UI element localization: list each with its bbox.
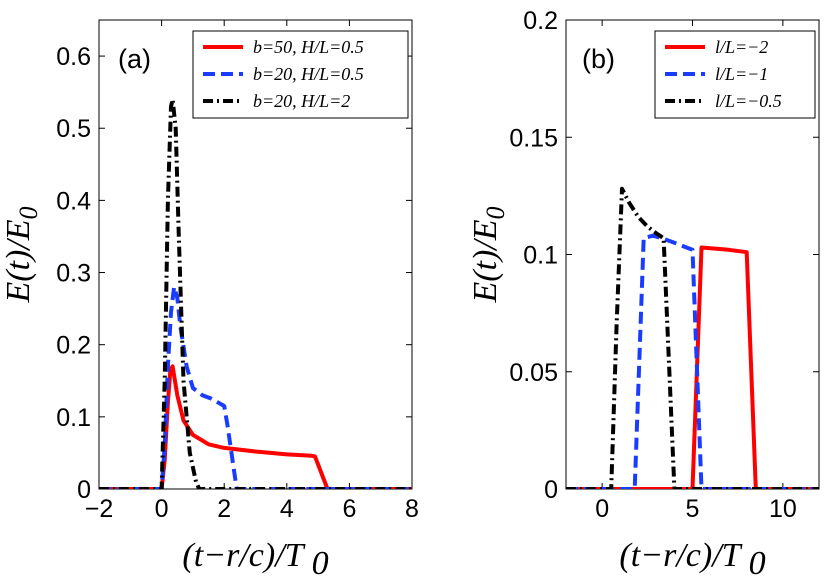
chart-0-xlabel: (t−r/c)/T 0 (182, 537, 328, 578)
chart-0-ytick-label: 0 (77, 476, 91, 504)
chart-0-plot-area (99, 97, 412, 489)
chart-1-ytick-label: 0.1 (523, 242, 558, 270)
chart-0-legend-label-1: b=20, H/L=0.5 (253, 64, 364, 84)
chart-0-xtick-label: 8 (405, 495, 419, 523)
chart-0-legend-label-0: b=50, H/L=0.5 (253, 37, 364, 57)
chart-0-legend-label-2: b=20, H/L=2 (253, 91, 350, 111)
chart-0-panel-label: (a) (118, 44, 151, 74)
chart-0-ytick-label: 0.5 (56, 115, 91, 143)
chart-1-ytick-label: 0.15 (509, 124, 558, 152)
chart-1-legend-label-0: l/L=−2 (715, 37, 768, 57)
chart-1-plot-area (566, 186, 819, 489)
chart-0-ytick-label: 0.1 (56, 404, 91, 432)
chart-1-series-line-0 (566, 245, 819, 489)
chart-0-ytick-label: 0.3 (56, 260, 91, 288)
chart-1-ylabel: E(t)/E0 (467, 206, 510, 303)
chart-1-panel-label: (b) (582, 44, 615, 74)
chart-1-series-line-1 (566, 233, 819, 489)
chart-0-xtick-label: 2 (217, 495, 231, 523)
chart-0-series-line-2 (99, 97, 412, 489)
chart-1-series-line-2 (566, 186, 819, 489)
chart-1-xlabel: (t−r/c)/T 0 (619, 537, 765, 578)
chart-1-xtick-label: 0 (595, 495, 609, 523)
chart-0-series-line-0 (99, 364, 412, 489)
chart-1-legend-label-2: l/L=−0.5 (715, 91, 782, 111)
chart-1-ytick-label: 0 (544, 476, 558, 504)
chart-0-ytick-label: 0.2 (56, 332, 91, 360)
chart-0-ylabel: E(t)/E0 (0, 206, 43, 303)
chart-0-ytick-label: 0.4 (56, 187, 91, 215)
chart-0-series-line-1 (99, 285, 412, 489)
chart-1-xtick-label: 5 (686, 495, 700, 523)
chart-1-ytick-label: 0.05 (509, 359, 558, 387)
chart-1-ytick-label: 0.2 (523, 7, 558, 35)
chart-1-legend-label-1: l/L=−1 (715, 64, 768, 84)
chart-1-xtick-label: 10 (769, 495, 797, 523)
chart-0-ytick-label: 0.6 (56, 43, 91, 71)
chart-0-xtick-label: −2 (85, 495, 114, 523)
chart-0-xtick-label: 4 (280, 495, 294, 523)
chart-0-xtick-label: 6 (342, 495, 356, 523)
chart-0-xtick-label: 0 (155, 495, 169, 523)
